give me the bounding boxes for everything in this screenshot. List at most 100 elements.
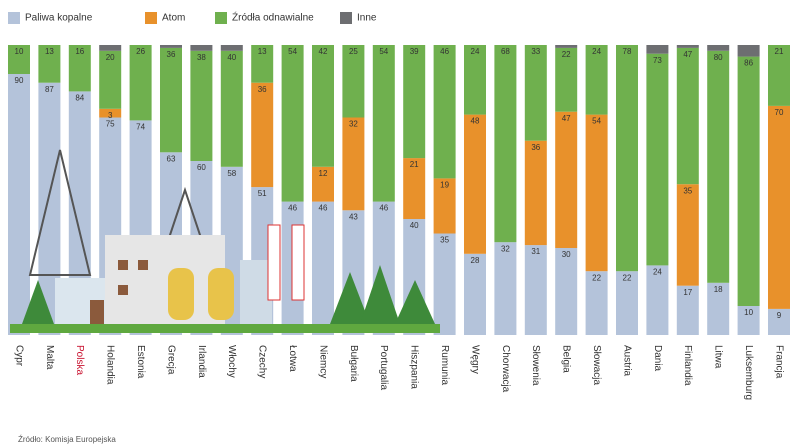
category-label: Chorwacja bbox=[500, 345, 511, 393]
value-label: 87 bbox=[45, 85, 54, 94]
building bbox=[240, 260, 272, 324]
value-label: 75 bbox=[106, 120, 115, 129]
bar-segment bbox=[160, 48, 182, 152]
category-label: Polska bbox=[74, 345, 85, 375]
value-label: 13 bbox=[45, 47, 54, 56]
chimney bbox=[268, 225, 280, 300]
value-label: 35 bbox=[683, 186, 692, 195]
value-label: 42 bbox=[319, 47, 328, 56]
value-label: 22 bbox=[562, 50, 571, 59]
bar-segment bbox=[525, 141, 547, 245]
value-label: 13 bbox=[258, 47, 267, 56]
value-label: 16 bbox=[75, 47, 84, 56]
value-label: 46 bbox=[379, 204, 388, 213]
value-label: 58 bbox=[227, 169, 236, 178]
bar-segment bbox=[707, 51, 729, 283]
bar-segment bbox=[677, 45, 699, 48]
category-label: Niemcy bbox=[317, 345, 328, 378]
bar-segment bbox=[586, 115, 608, 272]
value-label: 21 bbox=[410, 160, 419, 169]
bar-segment bbox=[738, 45, 760, 57]
value-label: 39 bbox=[410, 47, 419, 56]
legend-label: Atom bbox=[162, 13, 185, 24]
bar-segment bbox=[160, 45, 182, 48]
value-label: 63 bbox=[167, 154, 176, 163]
legend-swatch bbox=[340, 12, 352, 24]
category-label: Słowacja bbox=[591, 345, 602, 385]
legend-swatch bbox=[215, 12, 227, 24]
bar-segment bbox=[768, 106, 790, 309]
bar-segment bbox=[403, 45, 425, 158]
value-label: 40 bbox=[410, 221, 419, 230]
bar-segment bbox=[707, 45, 729, 51]
category-label: Holandia bbox=[105, 345, 116, 385]
category-label: Hiszpania bbox=[409, 345, 420, 389]
value-label: 46 bbox=[319, 204, 328, 213]
category-label: Portugalia bbox=[378, 345, 389, 390]
value-label: 78 bbox=[623, 47, 632, 56]
value-label: 10 bbox=[15, 47, 24, 56]
bar-segment bbox=[282, 45, 304, 202]
value-label: 47 bbox=[683, 50, 692, 59]
category-label: Czechy bbox=[257, 345, 268, 378]
value-label: 86 bbox=[744, 59, 753, 68]
category-label: Luksemburg bbox=[743, 345, 754, 400]
value-label: 24 bbox=[471, 47, 480, 56]
value-label: 35 bbox=[440, 236, 449, 245]
bar-segment bbox=[221, 51, 243, 167]
legend-label: Inne bbox=[357, 13, 377, 24]
bar-segment bbox=[677, 184, 699, 286]
tank bbox=[168, 268, 194, 320]
value-label: 32 bbox=[501, 244, 510, 253]
category-label: Słowenia bbox=[530, 345, 541, 386]
category-label: Estonia bbox=[135, 345, 146, 379]
window bbox=[118, 285, 128, 295]
value-label: 36 bbox=[531, 143, 540, 152]
bar-segment bbox=[190, 51, 212, 161]
value-label: 10 bbox=[744, 308, 753, 317]
value-label: 54 bbox=[379, 47, 388, 56]
bar-segment bbox=[373, 45, 395, 202]
source: Źródło: Komisja Europejska bbox=[18, 435, 116, 444]
bar-segment bbox=[99, 45, 121, 51]
category-label: Finlandia bbox=[682, 345, 693, 386]
value-label: 22 bbox=[592, 273, 601, 282]
ground bbox=[10, 324, 440, 333]
chimney bbox=[292, 225, 304, 300]
building bbox=[105, 235, 225, 324]
bar-segment bbox=[616, 45, 638, 271]
bar-segment bbox=[434, 45, 456, 178]
value-label: 54 bbox=[288, 47, 297, 56]
category-label: Belgia bbox=[561, 345, 572, 373]
bar-segment bbox=[312, 202, 334, 335]
value-label: 90 bbox=[15, 76, 24, 85]
legend-label: Źródła odnawialne bbox=[232, 11, 314, 24]
value-label: 24 bbox=[592, 47, 601, 56]
value-label: 54 bbox=[592, 117, 601, 126]
value-label: 40 bbox=[227, 53, 236, 62]
chart: Paliwa kopalneAtomŹródła odnawialneInne … bbox=[0, 0, 797, 448]
bar-segment bbox=[738, 57, 760, 306]
value-label: 12 bbox=[319, 169, 328, 178]
value-label: 51 bbox=[258, 189, 267, 198]
category-label: Bułgaria bbox=[348, 345, 359, 382]
value-label: 19 bbox=[440, 181, 449, 190]
door bbox=[90, 300, 104, 324]
value-label: 60 bbox=[197, 163, 206, 172]
bar-segment bbox=[464, 254, 486, 335]
tank bbox=[208, 268, 234, 320]
category-label: Włochy bbox=[226, 345, 237, 378]
bar-segment bbox=[494, 45, 516, 242]
value-label: 3 bbox=[108, 111, 113, 120]
bar-segment bbox=[342, 118, 364, 211]
bar-segment bbox=[8, 74, 30, 335]
bar-segment bbox=[677, 48, 699, 184]
value-label: 73 bbox=[653, 56, 662, 65]
bar-segment bbox=[555, 112, 577, 248]
category-label: Rumunia bbox=[439, 345, 450, 385]
value-label: 84 bbox=[75, 94, 84, 103]
value-label: 21 bbox=[775, 47, 784, 56]
bar-segment bbox=[555, 248, 577, 335]
bar-segment bbox=[525, 45, 547, 141]
value-label: 74 bbox=[136, 123, 145, 132]
